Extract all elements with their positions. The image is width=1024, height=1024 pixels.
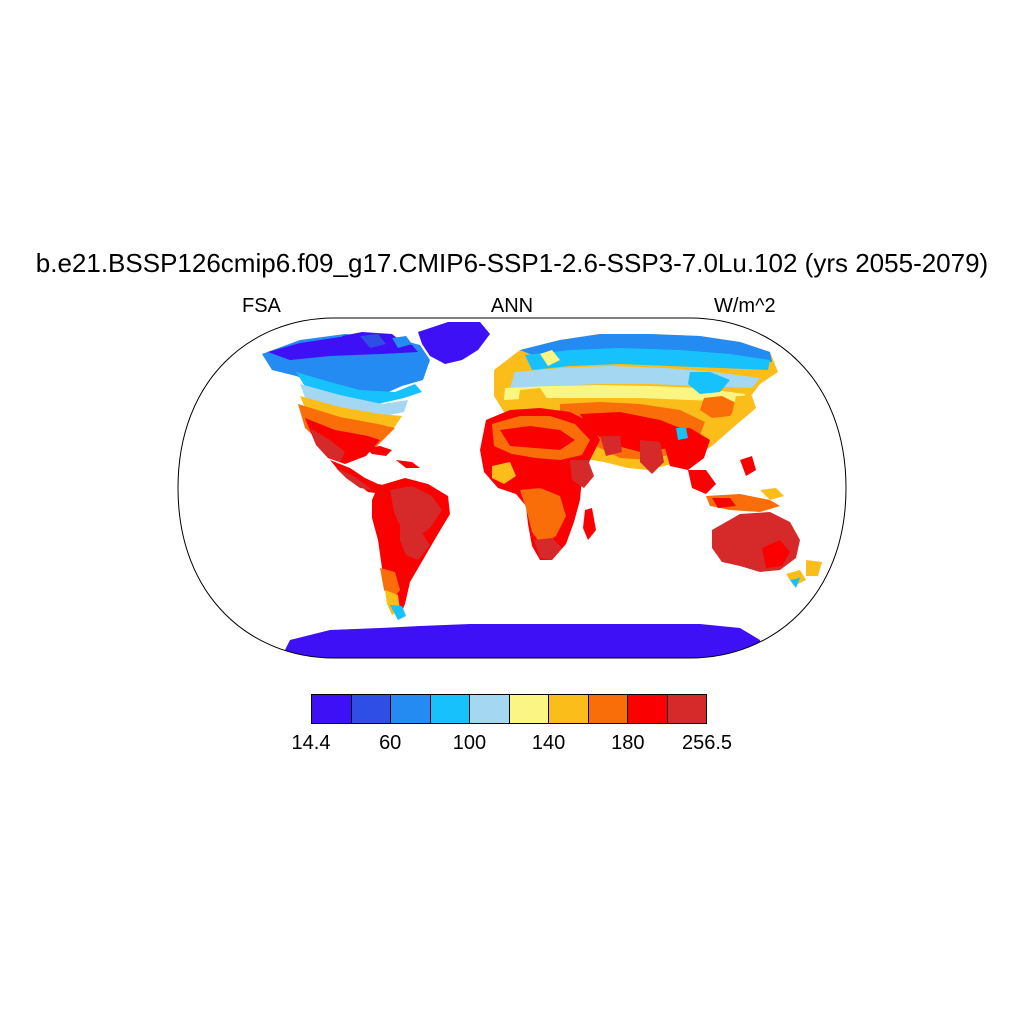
colorbar	[311, 694, 707, 724]
africa	[480, 408, 600, 560]
units-label: W/m^2	[714, 295, 776, 317]
australia	[712, 512, 822, 588]
colorbar-box-5	[509, 695, 549, 723]
variable-label: FSA	[242, 295, 281, 317]
page-title: b.e21.BSSP126cmip6.f09_g17.CMIP6-SSP1-2.…	[35, 248, 989, 278]
eurasia	[494, 334, 778, 474]
colorbar-box-8	[628, 695, 668, 723]
colorbar-label: 180	[611, 732, 645, 754]
colorbar-box-1	[351, 695, 391, 723]
colorbar-label: 14.4	[291, 732, 331, 754]
colorbar-label: 140	[531, 732, 566, 754]
colorbar-box-0	[312, 695, 352, 723]
colorbar-box-9	[667, 695, 706, 723]
colorbar-label: 60	[379, 732, 402, 754]
colorbar-box-3	[430, 695, 470, 723]
colorbar-label: 100	[452, 732, 487, 754]
colorbar-box-4	[470, 695, 510, 723]
land-field	[262, 322, 822, 658]
colorbar-box-2	[391, 695, 431, 723]
colorbar-box-7	[588, 695, 628, 723]
colorbar-box-6	[549, 695, 589, 723]
map-border	[177, 317, 847, 659]
south-america	[372, 478, 450, 620]
north-america	[262, 322, 490, 494]
arctic-islands	[360, 334, 412, 348]
season-label: ANN	[490, 295, 534, 317]
antarctica	[280, 624, 760, 658]
maritime-asia	[688, 456, 784, 512]
colorbar-label: 256.5	[681, 732, 733, 754]
